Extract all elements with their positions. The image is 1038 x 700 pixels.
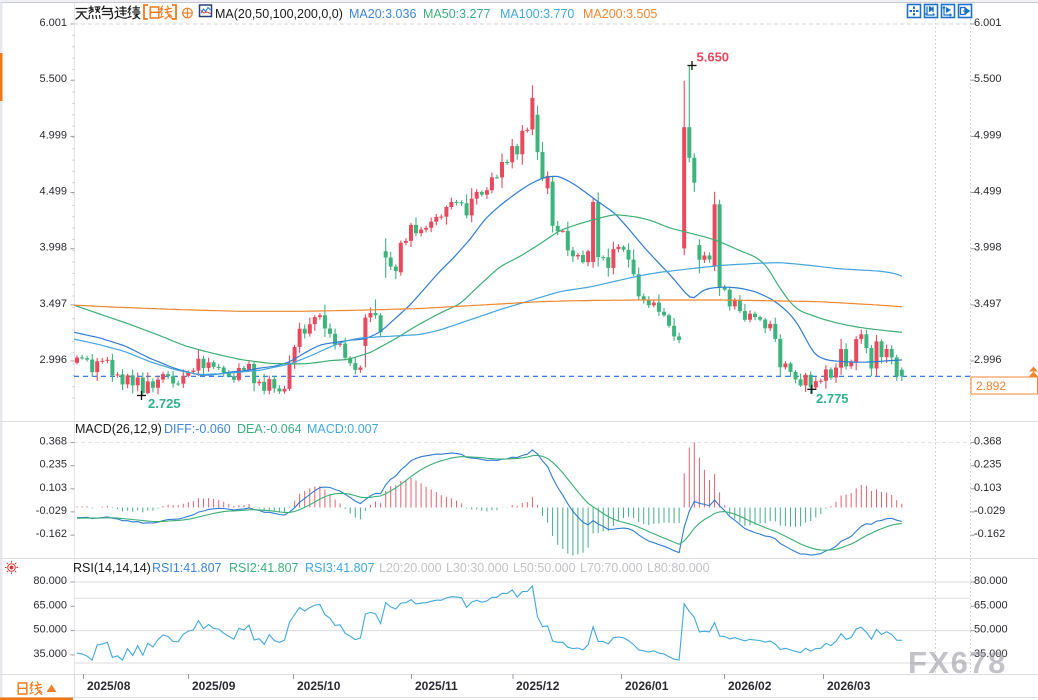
svg-text:MACD(26,12,9): MACD(26,12,9): [75, 422, 162, 436]
svg-text:5.650: 5.650: [697, 50, 730, 65]
svg-text:2.775: 2.775: [816, 391, 849, 406]
svg-text:0.368: 0.368: [39, 436, 67, 448]
svg-text:L80:80.000: L80:80.000: [647, 561, 710, 575]
svg-text:0.368: 0.368: [974, 436, 1002, 448]
svg-text:L70:70.000: L70:70.000: [580, 561, 643, 575]
svg-text:DEA:-0.064: DEA:-0.064: [237, 422, 302, 436]
svg-text:MA50:3.277: MA50:3.277: [423, 7, 490, 21]
svg-text:2.725: 2.725: [148, 396, 181, 411]
svg-text:50.000: 50.000: [974, 624, 1008, 636]
svg-text:5.500: 5.500: [974, 73, 1002, 85]
svg-text:L30:30.000: L30:30.000: [446, 561, 509, 575]
svg-text:50.000: 50.000: [33, 624, 67, 636]
svg-text:2025/09: 2025/09: [192, 679, 236, 693]
svg-text:4.499: 4.499: [974, 186, 1002, 198]
svg-text:35.000: 35.000: [974, 648, 1008, 660]
svg-text:DIFF:-0.060: DIFF:-0.060: [164, 422, 231, 436]
svg-text:65.000: 65.000: [33, 599, 67, 611]
svg-text:5.500: 5.500: [39, 73, 67, 85]
svg-text:3.998: 3.998: [39, 242, 67, 254]
svg-text:65.000: 65.000: [974, 599, 1008, 611]
svg-text:RSI(14,14,14): RSI(14,14,14): [73, 561, 151, 575]
svg-text:MACD:0.007: MACD:0.007: [307, 422, 379, 436]
svg-text:0.103: 0.103: [974, 482, 1002, 494]
svg-text:RSI2:41.807: RSI2:41.807: [229, 561, 299, 575]
svg-text:3.497: 3.497: [39, 298, 67, 310]
svg-text:6.001: 6.001: [974, 17, 1002, 29]
svg-text:L20:20.000: L20:20.000: [379, 561, 442, 575]
svg-text:2025/08: 2025/08: [87, 679, 131, 693]
svg-text:0.235: 0.235: [974, 459, 1002, 471]
svg-text:MA100:3.770: MA100:3.770: [500, 7, 574, 21]
svg-text:4.999: 4.999: [974, 129, 1002, 141]
svg-text:-0.029: -0.029: [36, 505, 67, 517]
svg-text:80.000: 80.000: [974, 575, 1008, 587]
svg-text:L50:50.000: L50:50.000: [513, 561, 576, 575]
svg-text:2026/02: 2026/02: [728, 679, 772, 693]
svg-text:-0.162: -0.162: [974, 528, 1005, 540]
svg-text:2.996: 2.996: [39, 354, 67, 366]
svg-text:4.999: 4.999: [39, 129, 67, 141]
svg-text:FX678: FX678: [908, 645, 1007, 680]
svg-text:2025/12: 2025/12: [516, 679, 560, 693]
svg-text:2.892: 2.892: [976, 379, 1006, 393]
svg-text:0.235: 0.235: [39, 459, 67, 471]
svg-text:MA200:3.505: MA200:3.505: [583, 7, 657, 21]
svg-text:RSI3:41.807: RSI3:41.807: [305, 561, 375, 575]
svg-text:2.996: 2.996: [974, 354, 1002, 366]
svg-text:80.000: 80.000: [33, 575, 67, 587]
svg-text:2025/11: 2025/11: [415, 679, 458, 693]
svg-text:MA20:3.036: MA20:3.036: [349, 7, 416, 21]
svg-text:0.103: 0.103: [39, 482, 67, 494]
svg-text:-0.029: -0.029: [974, 505, 1005, 517]
svg-text:2026/01: 2026/01: [625, 679, 669, 693]
svg-text:6.001: 6.001: [39, 17, 67, 29]
svg-text:4.499: 4.499: [39, 186, 67, 198]
svg-text:35.000: 35.000: [33, 648, 67, 660]
svg-text:2026/03: 2026/03: [827, 679, 871, 693]
svg-text:2025/10: 2025/10: [297, 679, 341, 693]
svg-text:3.497: 3.497: [974, 298, 1002, 310]
svg-text:3.998: 3.998: [974, 242, 1002, 254]
svg-text:-0.162: -0.162: [36, 528, 67, 540]
svg-text:RSI1:41.807: RSI1:41.807: [152, 561, 222, 575]
svg-text:MA(20,50,100,200,0,0): MA(20,50,100,200,0,0): [215, 7, 343, 21]
